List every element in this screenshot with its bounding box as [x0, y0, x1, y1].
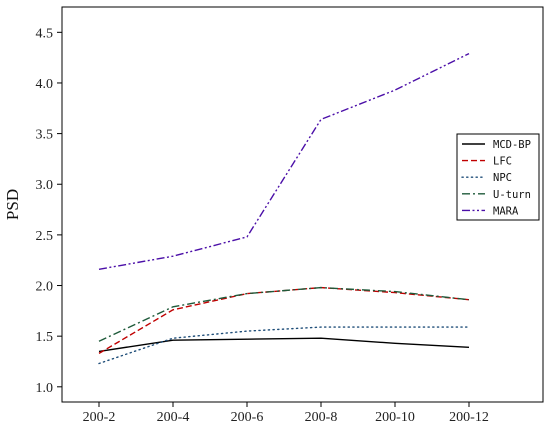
legend-label: MARA — [493, 205, 519, 217]
y-tick-label: 1.0 — [36, 381, 54, 396]
y-axis-title: PSD — [3, 189, 22, 220]
x-tick-label: 200-10 — [375, 410, 415, 425]
series-layer — [98, 52, 470, 365]
legend-label: MCD-BP — [493, 139, 531, 151]
x-tick-label: 200-12 — [449, 410, 489, 425]
legend-label: LFC — [493, 156, 512, 168]
series-line-u-turn — [98, 286, 470, 342]
y-tick-label: 2.0 — [36, 280, 54, 295]
x-tick-label: 200-2 — [83, 410, 116, 425]
y-tick-label: 2.5 — [36, 229, 54, 244]
y-tick-label: 3.0 — [36, 178, 54, 193]
y-tick-label: 4.5 — [36, 26, 54, 41]
y-tick-label: 4.0 — [36, 77, 54, 92]
x-tick-label: 200-6 — [231, 410, 264, 425]
series-line-mara — [98, 52, 470, 270]
legend-box — [456, 133, 540, 221]
y-axis: 1.0 1.5 2.0 2.5 3.0 3.5 4.0 4.5 — [36, 26, 62, 396]
x-tick-label: 200-8 — [305, 410, 338, 425]
legend: MCD-BP LFC NPC U-turn MARA — [456, 133, 540, 221]
y-tick-label: 1.5 — [36, 330, 54, 345]
series-line-npc — [98, 326, 470, 365]
plot-frame — [61, 6, 544, 403]
legend-label: NPC — [493, 172, 512, 184]
x-axis: 200-2 200-4 200-6 200-8 200-10 200-12 — [83, 402, 489, 425]
x-tick-label: 200-4 — [157, 410, 190, 425]
legend-label: U-turn — [493, 189, 531, 201]
y-tick-label: 3.5 — [36, 128, 54, 143]
